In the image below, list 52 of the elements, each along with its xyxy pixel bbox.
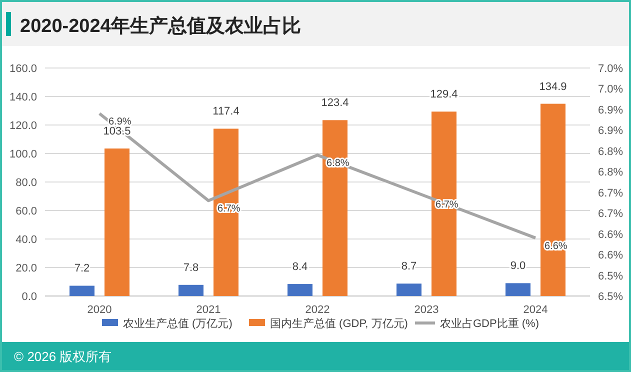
bar <box>178 284 204 296</box>
y2-tick-label: 7.0% <box>598 63 624 75</box>
y-tick-label: 60.0 <box>16 206 37 218</box>
y2-tick-label: 6.6% <box>598 250 624 262</box>
bar <box>396 284 422 296</box>
data-label: 8.4 <box>292 261 308 274</box>
y2-tick-label: 6.7% <box>598 208 624 220</box>
y-tick-label: 100.0 <box>9 148 37 160</box>
data-label: 6.9% <box>108 116 132 128</box>
y2-tick-label: 6.6% <box>598 228 624 241</box>
x-tick-label: 2022 <box>305 304 330 316</box>
y-tick-label: 80.0 <box>16 177 37 189</box>
bar <box>214 128 238 296</box>
y-tick-label: 160.0 <box>9 63 37 75</box>
y2-tick-label: 7.0% <box>598 84 624 96</box>
y-tick-label: 120.0 <box>9 120 37 132</box>
bar <box>322 120 348 296</box>
data-label: 9.0 <box>510 260 526 272</box>
bar <box>432 112 456 296</box>
y2-tick-label: 6.5% <box>598 270 624 282</box>
y2-tick-label: 6.8% <box>598 166 624 179</box>
data-label: 123.4 <box>321 97 349 110</box>
x-tick-label: 2020 <box>87 304 112 316</box>
data-label: 8.7 <box>401 260 417 273</box>
bar <box>506 283 530 296</box>
annotation: © 2026 版权所有 <box>14 349 112 364</box>
y2-tick-label: 6.7% <box>598 187 624 200</box>
data-label: 129.4 <box>430 88 458 101</box>
title: 2020-2024年生产总值及农业占比 <box>20 16 301 37</box>
y-tick-label: 20.0 <box>16 262 37 274</box>
data-label: 134.9 <box>539 80 567 93</box>
y2-tick-label: 6.5% <box>598 291 624 303</box>
x-tick-label: 2023 <box>414 304 439 316</box>
data-label: 7.8 <box>183 262 199 274</box>
y2-tick-label: 6.9% <box>598 125 624 138</box>
y-tick-label: 40.0 <box>16 234 37 246</box>
y-tick-label: 140.0 <box>9 92 37 104</box>
y2-tick-label: 6.9% <box>598 104 624 116</box>
y2-tick-label: 6.8% <box>598 146 624 158</box>
x-tick-label: 2021 <box>196 304 221 316</box>
bar <box>104 148 130 296</box>
legend-label: 农业生产总值 (万亿元) <box>123 317 232 330</box>
data-label: 117.4 <box>212 106 240 118</box>
data-label: 103.5 <box>103 126 131 138</box>
x-tick-label: 2024 <box>523 304 548 316</box>
bar <box>288 284 312 296</box>
legend-label: 国内生产总值 (GDP, 万亿元) <box>270 317 408 330</box>
bar <box>70 286 94 296</box>
data-label: 7.2 <box>74 262 90 275</box>
y-tick-label: 0.0 <box>22 291 37 303</box>
legend-label: 农业占GDP比重 (%) <box>440 317 539 330</box>
bar <box>540 104 566 296</box>
